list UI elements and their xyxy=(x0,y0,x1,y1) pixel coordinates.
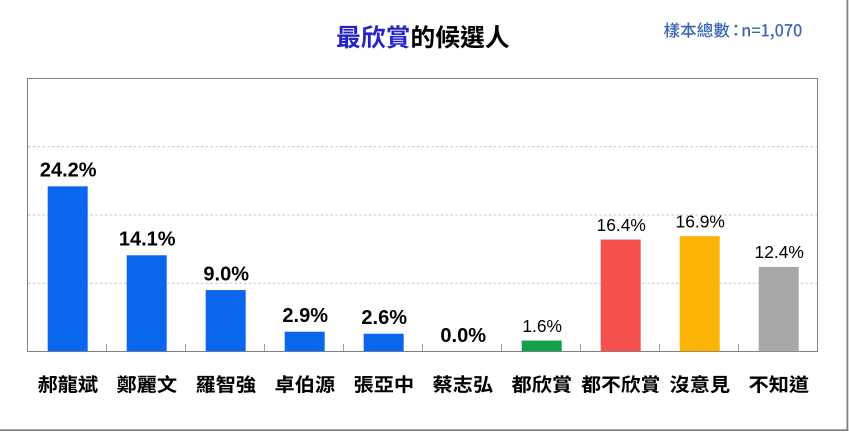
svg-text:2.6%: 2.6% xyxy=(361,307,407,329)
svg-text:2.9%: 2.9% xyxy=(282,305,328,327)
svg-text:16.4%: 16.4% xyxy=(597,215,646,235)
svg-text:14.1%: 14.1% xyxy=(119,229,176,251)
svg-text:24.2%: 24.2% xyxy=(40,160,97,182)
svg-text:9.0%: 9.0% xyxy=(203,264,249,286)
svg-text:12.4%: 12.4% xyxy=(755,242,804,262)
svg-text:1.6%: 1.6% xyxy=(522,316,562,336)
svg-text:16.9%: 16.9% xyxy=(676,211,725,231)
svg-text:0.0%: 0.0% xyxy=(440,325,486,347)
